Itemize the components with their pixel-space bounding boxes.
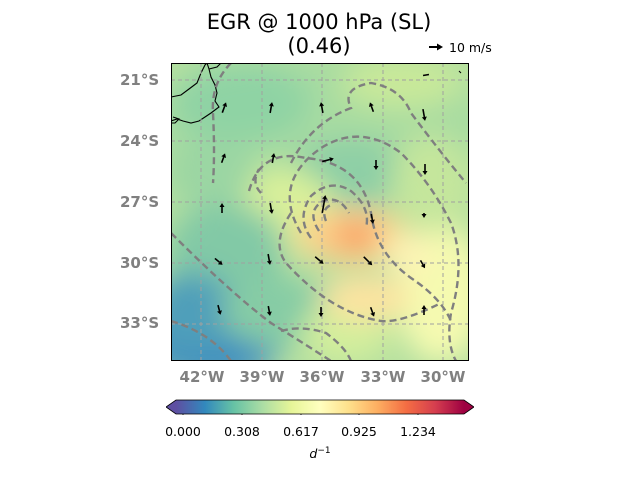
lon-label-39w: 39°W [239, 368, 285, 386]
contour-lines [171, 63, 467, 361]
lon-label-36w: 36°W [299, 368, 345, 386]
map-border [171, 63, 469, 361]
gridlines [171, 63, 469, 361]
wind-arrow [214, 257, 223, 265]
wind-arrow [369, 306, 376, 317]
colorbar-outline [166, 399, 474, 415]
wind-arrow [363, 256, 373, 266]
map-title: EGR @ 1000 hPa (SL) [206, 10, 432, 34]
wind-arrow [369, 213, 375, 224]
lat-label-30s: 30°S [120, 254, 160, 272]
wind-vectors [214, 73, 430, 317]
wind-arrow [368, 102, 375, 113]
colorbar-extend-high [464, 400, 474, 414]
wind-arrow [318, 307, 324, 317]
colorbar-tick: 0.925 [341, 424, 377, 439]
coastline [171, 63, 462, 124]
colorbar-gradient [176, 400, 464, 414]
map-subtitle-value: (0.46) [287, 34, 351, 58]
wind-arrow [319, 102, 325, 114]
lon-label-33w: 33°W [360, 368, 406, 386]
quiver-key-label: 10 m/s [449, 40, 492, 55]
colorbar [166, 399, 474, 415]
wind-arrow [421, 305, 427, 315]
lon-label-42w: 42°W [179, 368, 225, 386]
colorbar-units-label: d−1 [309, 446, 330, 461]
colorbar-tick: 1.234 [400, 424, 436, 439]
wind-arrow [221, 102, 228, 113]
wind-arrow [314, 256, 324, 264]
quiver-key-arrow-icon [429, 43, 443, 51]
wind-arrow [268, 102, 274, 114]
lat-label-33s: 33°S [120, 314, 160, 332]
wind-arrow [217, 304, 222, 315]
wind-arrow [422, 164, 428, 175]
colorbar-extend-low [166, 400, 176, 414]
lat-label-27s: 27°S [120, 193, 160, 211]
wind-arrow [421, 108, 427, 121]
lat-label-21s: 21°S [120, 71, 160, 89]
wind-arrow [421, 213, 427, 218]
colorbar-tick: 0.617 [283, 424, 319, 439]
wind-arrow [266, 253, 272, 265]
lat-label-24s: 24°S [120, 132, 160, 150]
map-panel [171, 63, 469, 361]
field-shading [171, 63, 469, 361]
wind-arrow [268, 202, 274, 214]
wind-arrow [419, 260, 426, 269]
wind-arrow [321, 157, 334, 163]
wind-arrow [219, 203, 225, 213]
colorbar-units-base: d [309, 446, 318, 462]
lon-label-30w: 30°W [420, 368, 466, 386]
wind-arrow [270, 153, 276, 164]
wind-arrow [321, 195, 328, 213]
colorbar-tick: 0.000 [165, 424, 201, 439]
colorbar-units-exponent: −1 [317, 446, 331, 456]
wind-arrow [220, 153, 227, 164]
colorbar-tick: 0.308 [224, 424, 260, 439]
wind-arrow [266, 305, 272, 316]
wind-arrow [373, 160, 379, 170]
